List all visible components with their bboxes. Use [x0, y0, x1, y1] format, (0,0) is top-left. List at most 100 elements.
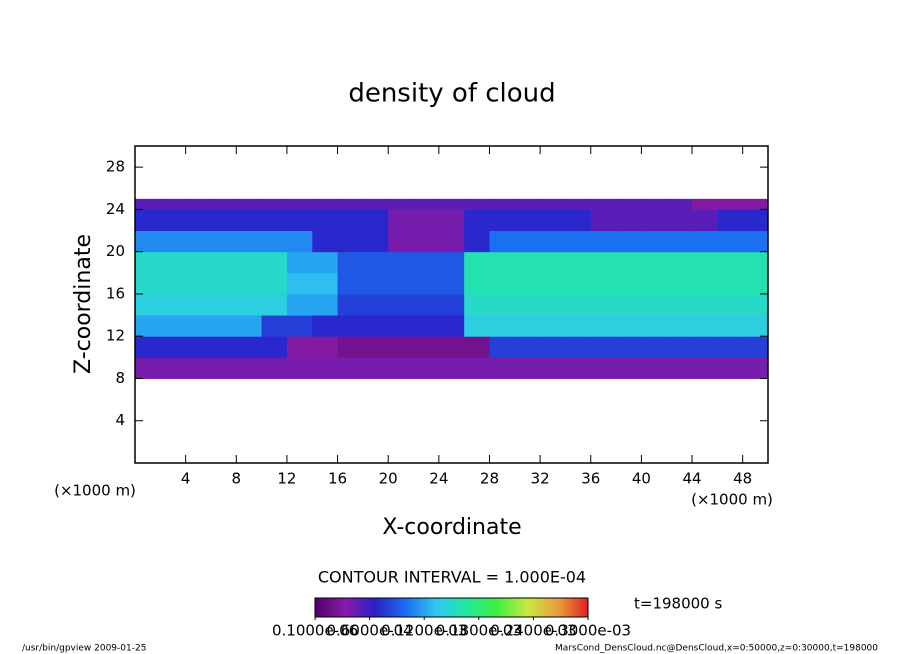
heat-cell [312, 198, 339, 210]
heat-cell [590, 357, 617, 379]
heat-cell [717, 315, 744, 337]
x-tick-label: 20 [379, 470, 398, 488]
heat-cell [464, 315, 490, 337]
heat-cell [666, 251, 693, 274]
heat-cell [692, 198, 718, 210]
heat-cell [540, 230, 566, 253]
heat-cell [286, 209, 313, 232]
heat-cell [286, 198, 313, 210]
heat-cell [666, 209, 693, 232]
heat-cell [261, 209, 288, 232]
heat-cell [362, 198, 389, 210]
heat-cell [438, 293, 465, 316]
x-tick-label: 32 [531, 470, 550, 488]
heat-cell [666, 230, 693, 253]
colorbar-tick-label: 0.2400e-03 [490, 622, 576, 640]
heat-cell [742, 293, 769, 316]
heat-cell [565, 293, 592, 316]
heat-cell [286, 357, 313, 379]
heat-cell [312, 315, 339, 337]
heat-cell [160, 272, 187, 295]
heat-cell [286, 251, 313, 274]
heat-cell [185, 230, 212, 253]
heat-cell [489, 230, 516, 253]
heat-cell [210, 230, 237, 253]
heat-cell [388, 251, 415, 274]
heat-cell [641, 336, 668, 358]
heat-cell [692, 315, 718, 337]
heat-cell [135, 293, 161, 316]
heat-cell [540, 293, 566, 316]
heat-cell [540, 336, 566, 358]
heat-cell [540, 198, 566, 210]
heat-cell [438, 357, 465, 379]
x-tick-label: 40 [632, 470, 651, 488]
heat-cell [742, 230, 769, 253]
heat-cell [337, 336, 364, 358]
x-axis-title: X-coordinate [382, 515, 521, 540]
heat-cell [489, 209, 516, 232]
x-tick-label: 36 [581, 470, 600, 488]
y-tick-label: 24 [106, 200, 125, 218]
heat-cell [616, 315, 642, 337]
heat-cell [135, 336, 161, 358]
heat-cell [641, 315, 668, 337]
heat-cell [261, 198, 288, 210]
heat-cell [514, 336, 541, 358]
heat-cell [261, 293, 288, 316]
x-unit-left: (×1000 m) [54, 482, 136, 500]
heat-cell [565, 272, 592, 295]
heat-cell [565, 230, 592, 253]
heat-cell [616, 198, 642, 210]
heat-cell [261, 272, 288, 295]
heat-cell [286, 293, 313, 316]
heat-cell [413, 251, 440, 274]
heat-cell [438, 315, 465, 337]
heat-cell [590, 198, 617, 210]
heat-cell [236, 315, 263, 337]
heat-cell [464, 336, 490, 358]
heat-cell [438, 209, 465, 232]
heat-cell [565, 315, 592, 337]
y-tick-label: 28 [106, 158, 125, 176]
footer-left: /usr/bin/gpview 2009-01-25 [22, 644, 146, 654]
heat-cell [362, 293, 389, 316]
heat-cell [717, 209, 744, 232]
heat-cell [692, 272, 718, 295]
heat-cell [160, 209, 187, 232]
heat-cell [616, 209, 642, 232]
x-tick-label: 44 [682, 470, 701, 488]
heat-cell [641, 272, 668, 295]
heat-cell [717, 357, 744, 379]
heat-cell [565, 336, 592, 358]
heat-cell [312, 230, 339, 253]
y-tick-label: 12 [106, 327, 125, 345]
heat-cell [362, 251, 389, 274]
heat-cell [717, 272, 744, 295]
heat-cell [135, 357, 161, 379]
heat-cell [590, 209, 617, 232]
heat-cell [337, 230, 364, 253]
y-tick-label: 4 [115, 411, 125, 429]
heat-cell [590, 293, 617, 316]
heat-cell [261, 336, 288, 358]
heat-cell [540, 209, 566, 232]
heat-cell [160, 315, 187, 337]
heat-cell [261, 357, 288, 379]
heat-cell [413, 293, 440, 316]
heat-cell [185, 357, 212, 379]
heat-cell [616, 230, 642, 253]
heat-cell [666, 315, 693, 337]
colorbar-tick-label: 0.1200e-03 [381, 622, 467, 640]
heat-cell [362, 357, 389, 379]
plot-frame [134, 145, 769, 464]
chart-title: density of cloud [348, 79, 555, 109]
x-tick-label: 24 [429, 470, 448, 488]
heat-cell [666, 336, 693, 358]
colorbar-tick-label: 0.1800e-03 [436, 622, 522, 640]
heat-cell [438, 230, 465, 253]
x-tick-label: 16 [328, 470, 347, 488]
heat-cell [565, 198, 592, 210]
heat-cell [616, 251, 642, 274]
heat-cell [236, 293, 263, 316]
